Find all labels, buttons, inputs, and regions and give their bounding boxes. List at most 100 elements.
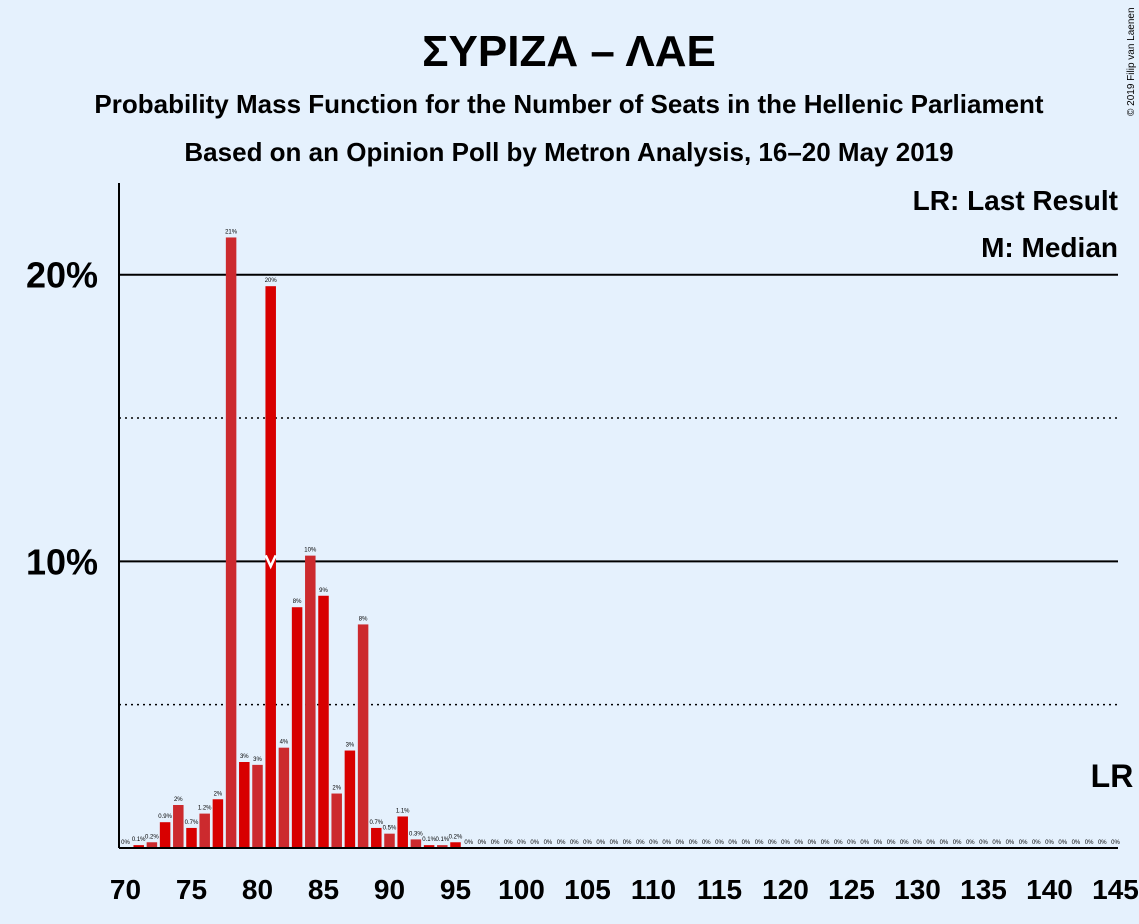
data-label: 0% (1019, 840, 1028, 846)
data-label: 0% (847, 840, 856, 846)
data-label: 0% (728, 840, 737, 846)
data-label: 0.2% (145, 834, 159, 840)
x-tick-label: 115 (697, 874, 742, 905)
x-tick-label: 70 (110, 874, 141, 905)
chart-title: ΣΥΡΙΖΑ – ΛΑΕ (422, 27, 716, 76)
legend-median: M: Median (981, 232, 1118, 263)
data-label: 0% (676, 840, 685, 846)
gridlines (119, 273, 1118, 706)
data-label: 10% (304, 548, 317, 554)
data-labels-group: 0% 0.1% 0.2%0.9%2%0.7%1.2%2%21%3% 3%20%4%8%… (121, 229, 1120, 846)
data-label: 0% (755, 840, 764, 846)
data-label: 0% (887, 840, 896, 846)
x-tick-label: 100 (498, 874, 545, 905)
data-label: 2% (332, 786, 341, 792)
data-label: 0% (742, 840, 751, 846)
y-axis-ticks: 10% 20% (26, 255, 98, 583)
data-label: 3% (240, 754, 249, 760)
data-label: 21% (225, 229, 238, 235)
data-label: 0.3% (409, 831, 423, 837)
data-label: 0% (583, 840, 592, 846)
x-tick-label: 85 (308, 874, 339, 905)
chart-subtitle-1: Probability Mass Function for the Number… (94, 89, 1044, 119)
data-label: 2% (174, 797, 183, 803)
data-label: 1.2% (198, 806, 212, 812)
x-tick-label: 145 (1092, 874, 1139, 905)
bar (278, 747, 290, 848)
data-label: 0.1% (422, 837, 436, 843)
x-tick-label: 120 (762, 874, 809, 905)
x-tick-label: 135 (960, 874, 1007, 905)
y-tick-label: 10% (26, 541, 98, 582)
data-label: 0% (900, 840, 909, 846)
data-label: 0% (1072, 840, 1081, 846)
data-label: 0% (794, 840, 803, 846)
bar (146, 842, 158, 848)
data-label: 3% (346, 743, 355, 749)
x-tick-label: 130 (894, 874, 941, 905)
data-label: 0% (874, 840, 883, 846)
data-label: 0% (992, 840, 1001, 846)
data-label: 0% (913, 840, 922, 846)
copyright-text: © 2019 Filip van Laenen (1126, 7, 1137, 116)
data-label: 0% (623, 840, 632, 846)
data-label: 20% (265, 278, 278, 284)
bar (159, 822, 171, 848)
x-axis-ticks: 70 75 80 85 90 95 100 105 110 115 120 125 130 135 140 1… (110, 874, 1139, 905)
x-tick-label: 75 (176, 874, 207, 905)
data-label: 0% (1032, 840, 1041, 846)
bar (318, 595, 329, 848)
data-label: 0.7% (369, 820, 383, 826)
data-label: 0% (491, 840, 500, 846)
data-label: 0% (464, 840, 473, 846)
data-label: 9% (319, 588, 328, 594)
legend-last-result: LR: Last Result (913, 185, 1118, 216)
data-label: 0% (517, 840, 526, 846)
bar (423, 845, 435, 848)
bar (410, 839, 422, 848)
data-label: 2% (214, 791, 223, 797)
data-label: 0% (821, 840, 830, 846)
bar (305, 555, 316, 848)
data-label: 0% (1058, 840, 1067, 846)
data-label: 0% (544, 840, 553, 846)
data-label: 0% (662, 840, 671, 846)
data-label: 0% (1098, 840, 1107, 846)
x-tick-label: 90 (374, 874, 405, 905)
data-label: 0% (1085, 840, 1094, 846)
data-label: 0.2% (449, 834, 463, 840)
data-label: 0% (689, 840, 698, 846)
data-label: 0% (702, 840, 711, 846)
bar (344, 750, 356, 848)
bar (371, 827, 382, 848)
x-tick-label: 95 (440, 874, 471, 905)
x-tick-label: 80 (242, 874, 273, 905)
data-label: 0.9% (158, 814, 172, 820)
data-label: 0.7% (185, 820, 199, 826)
data-label: 0% (808, 840, 817, 846)
bar (331, 793, 342, 848)
data-label: 0% (834, 840, 843, 846)
bar (252, 764, 263, 848)
data-label: 0% (530, 840, 539, 846)
data-label: 0% (610, 840, 619, 846)
x-tick-label: 110 (631, 874, 676, 905)
bar (397, 816, 408, 848)
chart-subtitle-2: Based on an Opinion Poll by Metron Analy… (184, 137, 953, 167)
data-label: 0% (966, 840, 975, 846)
data-label: 8% (359, 616, 368, 622)
bar (133, 845, 144, 848)
bar (291, 607, 303, 848)
data-label: 0% (979, 840, 988, 846)
x-tick-label: 125 (828, 874, 875, 905)
data-label: 0% (1006, 840, 1015, 846)
data-label: 0% (953, 840, 962, 846)
bar (212, 799, 224, 848)
data-label: 0% (478, 840, 487, 846)
data-label: 0% (649, 840, 658, 846)
bar (173, 805, 184, 848)
data-label: 0% (1045, 840, 1054, 846)
bar (186, 827, 197, 848)
bars-group (133, 237, 461, 849)
